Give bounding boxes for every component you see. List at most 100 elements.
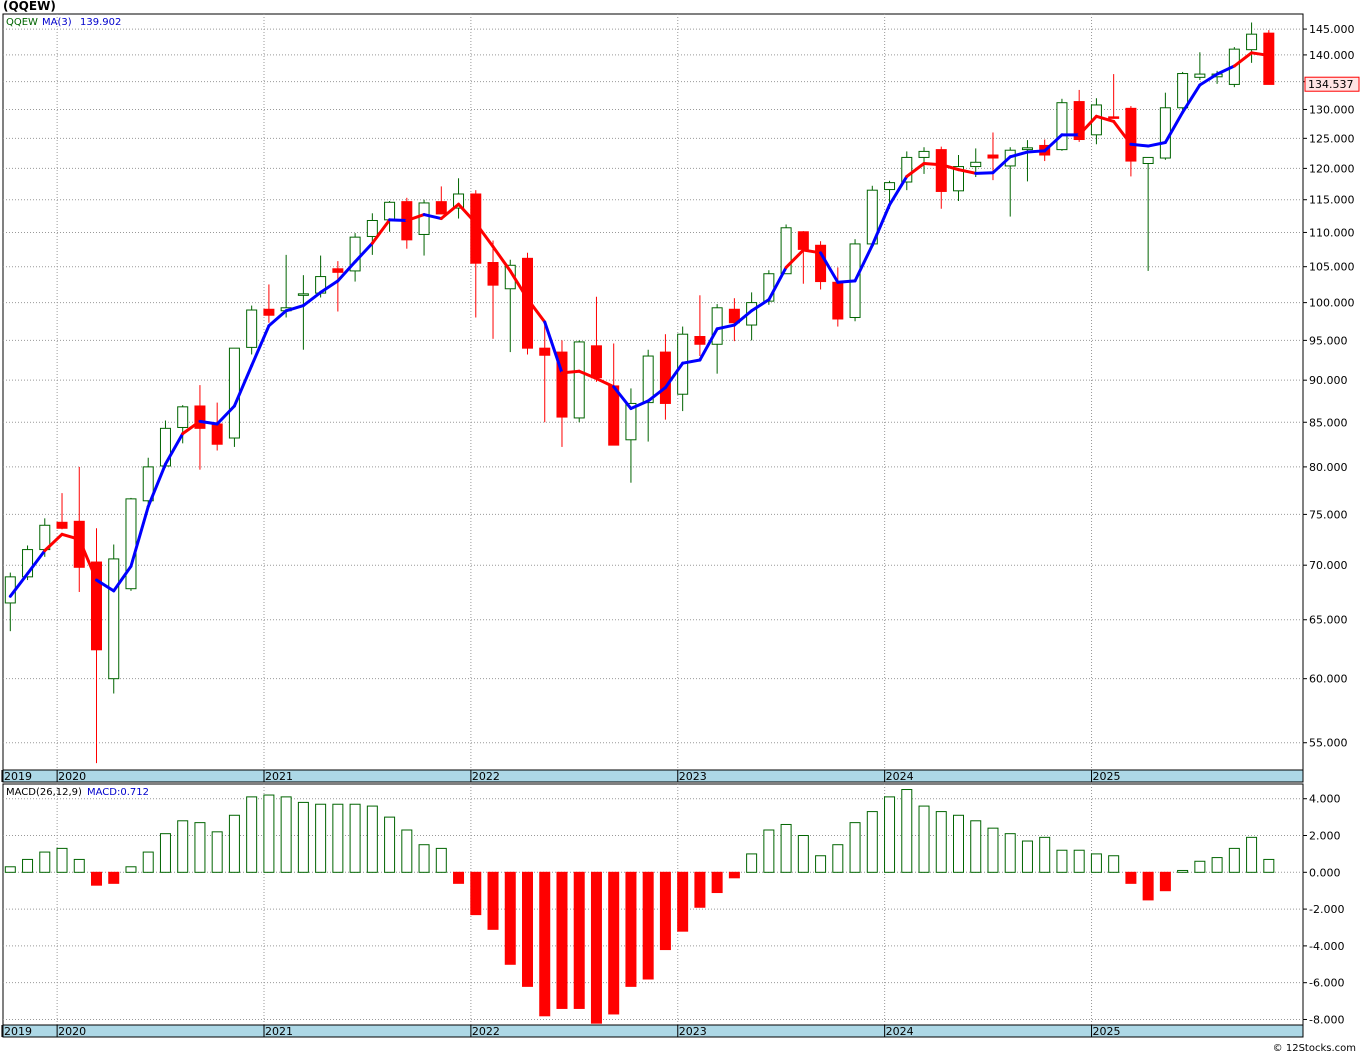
ma-line-segment xyxy=(181,419,202,436)
macd-bar xyxy=(73,858,85,873)
macd-tick-label: 4.000 xyxy=(1309,793,1341,806)
candle-body xyxy=(332,268,344,273)
candle-body xyxy=(73,520,85,568)
macd-bar xyxy=(297,801,309,873)
macd-bar xyxy=(401,829,413,873)
macd-bar xyxy=(763,829,775,873)
candle-body xyxy=(56,521,68,529)
candle-body xyxy=(590,345,602,379)
macd-tick-label: -8.000 xyxy=(1309,1013,1344,1026)
candle-body xyxy=(1021,147,1033,151)
price-tick-label: 115.000 xyxy=(1309,194,1355,207)
macd-bar xyxy=(815,855,827,873)
ma-line-segment xyxy=(629,399,650,411)
ma-line-segment xyxy=(698,327,719,362)
candle-body xyxy=(1056,102,1068,151)
ma-line-segment xyxy=(163,432,185,466)
price-tick-label: 85.000 xyxy=(1309,416,1348,429)
macd-bar xyxy=(246,796,258,873)
macd-bar xyxy=(1177,869,1189,873)
ma-line-segment xyxy=(112,564,133,593)
macd-bar xyxy=(453,871,465,884)
macd-bar xyxy=(539,871,551,1017)
macd-bar xyxy=(194,822,206,873)
price-tick-label: 60.000 xyxy=(1309,673,1348,686)
legend-symbol: QQEW xyxy=(6,17,38,28)
macd-bar xyxy=(677,871,689,932)
ma-line-segment xyxy=(594,377,616,389)
candle-body xyxy=(1142,156,1154,165)
ma-line-segment xyxy=(526,297,547,324)
ma-line-segment xyxy=(250,324,271,368)
candle-body xyxy=(1177,73,1189,109)
ma-line-segment xyxy=(1112,119,1133,146)
candle-body xyxy=(418,202,430,235)
ma-line-segment xyxy=(422,213,443,221)
price-tick-label: 55.000 xyxy=(1309,737,1348,750)
candle-body xyxy=(797,231,809,250)
ma-line-segment xyxy=(957,168,978,175)
candle-body xyxy=(728,308,740,324)
ma-line-segment xyxy=(1025,149,1047,154)
ma-line-segment xyxy=(1215,64,1236,76)
macd-bar xyxy=(142,851,154,873)
ma-line-segment xyxy=(974,171,995,175)
price-x-axis-band xyxy=(2,769,1304,783)
candle-body xyxy=(487,262,499,286)
chart-title: (QQEW) xyxy=(3,0,56,13)
macd-bar xyxy=(159,833,171,873)
ma-line-segment xyxy=(1250,51,1271,57)
ma-line-segment xyxy=(95,578,116,593)
candle-body xyxy=(435,201,447,215)
price-tick-label: 110.000 xyxy=(1309,226,1355,239)
ma-line-segment xyxy=(215,404,236,426)
candle-body xyxy=(711,307,723,345)
price-tick-label: 75.000 xyxy=(1309,508,1348,521)
candle-body xyxy=(987,154,999,159)
ma-line-segment xyxy=(853,243,874,283)
price-tick-label: 95.000 xyxy=(1309,334,1348,347)
candle-body xyxy=(659,351,671,404)
macd-bar xyxy=(39,851,51,873)
candle-body xyxy=(1108,116,1120,119)
macd-bar xyxy=(1021,840,1033,873)
ma-line-segment xyxy=(543,320,564,375)
ma-line-segment xyxy=(836,279,857,284)
macd-tick-label: -4.000 xyxy=(1309,940,1344,953)
candle-body xyxy=(556,351,568,418)
macd-bar xyxy=(711,871,723,894)
macd-bar xyxy=(1159,871,1171,892)
price-tick-label: 140.000 xyxy=(1309,49,1355,62)
ma-line-segment xyxy=(681,358,702,365)
ma-line-segment xyxy=(888,174,909,207)
ma-line-segment xyxy=(819,251,840,284)
macd-bar xyxy=(746,853,758,873)
macd-x-label: 2025 xyxy=(1093,1025,1121,1038)
macd-bar xyxy=(694,871,706,908)
candle-body xyxy=(953,166,964,192)
ma-line-segment xyxy=(353,241,374,264)
macd-bar xyxy=(177,820,189,873)
price-tick-label: 65.000 xyxy=(1309,614,1348,627)
candle-body xyxy=(177,406,189,428)
macd-bar xyxy=(1125,871,1137,884)
ma-line-segment xyxy=(991,155,1012,175)
macd-bar xyxy=(470,871,482,916)
macd-bar xyxy=(608,871,620,1015)
ma-line-segment xyxy=(1094,114,1116,123)
candle-body xyxy=(1194,73,1206,78)
macd-tick-label: -6.000 xyxy=(1309,977,1344,990)
macd-bar xyxy=(228,814,240,873)
ma-line-segment xyxy=(129,505,150,568)
macd-bar xyxy=(659,871,671,951)
price-tick-label: 70.000 xyxy=(1309,559,1348,572)
macd-x-label: 2022 xyxy=(472,1025,500,1038)
ma-line-segment xyxy=(922,162,943,167)
macd-bar xyxy=(728,871,740,879)
price-tick-label: 90.000 xyxy=(1309,374,1348,387)
ma-line-segment xyxy=(336,260,357,283)
ma-line-segment xyxy=(801,248,823,255)
macd-bar xyxy=(935,811,947,873)
ma-line-segment xyxy=(663,361,685,390)
